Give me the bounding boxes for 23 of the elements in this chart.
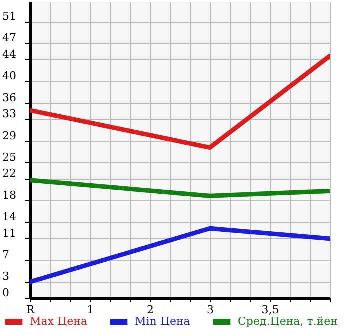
y-tick-label: 44: [2, 48, 16, 61]
y-tick-label: 51: [2, 10, 16, 24]
y-tick-label: 47: [2, 32, 16, 45]
y-tick-label: 0: [2, 286, 10, 300]
x-tick-label: 3: [207, 304, 214, 316]
y-tick-label: 40: [2, 70, 16, 83]
y-tick-label: 33: [2, 108, 16, 121]
y-tick-label: 29: [2, 129, 16, 142]
x-tick-label: 2: [147, 304, 154, 316]
y-tick-label: 7: [2, 248, 10, 262]
legend-label: Max Цена: [30, 315, 88, 328]
legend-label: Сред.Цена, т.йен: [238, 315, 338, 328]
x-tick-label: R: [26, 304, 36, 316]
y-tick-label: 22: [2, 167, 16, 180]
y-tick-label: 3: [2, 270, 10, 284]
x-tick-label: 3,5: [262, 304, 280, 316]
legend-label: Min Цена: [135, 315, 191, 328]
y-tick-label: 36: [2, 91, 16, 104]
y-tick-label: 11: [2, 226, 16, 240]
y-tick-label: 18: [2, 188, 16, 202]
y-tick-label: 14: [2, 210, 16, 224]
y-tick-label: 25: [2, 150, 16, 164]
x-tick-label: 1: [87, 304, 94, 316]
